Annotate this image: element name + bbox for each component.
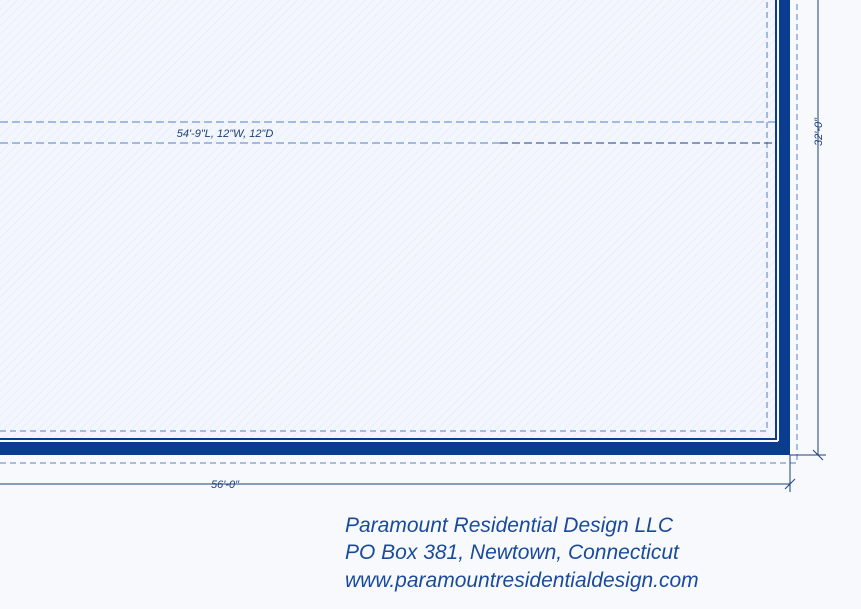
wall-bottom	[0, 438, 790, 455]
depth-dimension: 32'-0"	[813, 117, 825, 146]
depth-dimension-line	[790, 0, 826, 461]
company-website: www.paramountresidentialdesign.com	[345, 569, 699, 592]
width-dimension: 56'-0"	[211, 479, 240, 491]
slab-area	[0, 0, 790, 455]
company-address: PO Box 381, Newtown, Connecticut	[345, 541, 680, 564]
footing-lines	[0, 0, 798, 464]
beam	[0, 121, 775, 144]
beam-label: 54'-9"L, 12"W, 12"D	[177, 128, 274, 140]
width-dimension-line	[0, 455, 796, 492]
company-name: Paramount Residential Design LLC	[345, 514, 674, 537]
